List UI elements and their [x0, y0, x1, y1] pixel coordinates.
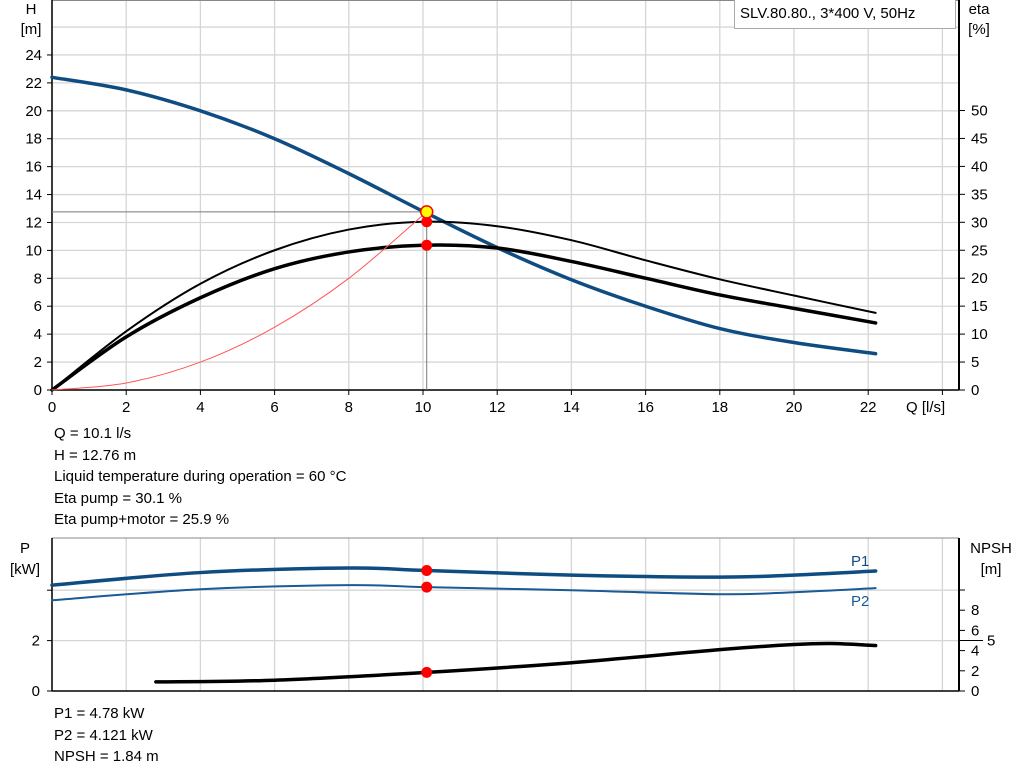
readout-h: H = 12.76 m	[54, 446, 137, 464]
y-left-tick-label: 12	[25, 214, 42, 231]
x-tick-label: 4	[196, 399, 204, 416]
y-left-tick-label: 16	[25, 159, 42, 176]
x-tick-label: 18	[711, 399, 728, 416]
y-right-tick-label: 2	[971, 663, 979, 680]
npsh-point	[421, 666, 433, 678]
power-readout: P1 = 4.78 kW P2 = 4.121 kW NPSH = 1.84 m	[54, 703, 159, 768]
p1-series-label: P1	[851, 553, 869, 570]
y-right-tick-label: 0	[971, 382, 979, 399]
eta-pump-motor-point	[421, 239, 433, 251]
y-right-unit: [%]	[968, 21, 990, 38]
y-right-tick-label: 50	[971, 103, 988, 120]
readout-eta-pump-motor: Eta pump+motor = 25.9 %	[54, 511, 230, 528]
y-right-tick-label: 4	[971, 643, 979, 660]
y-left-tick-label: 22	[25, 75, 42, 92]
y-right-tick-label: 25	[971, 242, 988, 259]
x-tick-label: 16	[637, 399, 654, 416]
head-curve	[50, 75, 878, 356]
y-right-tick-label: 15	[971, 298, 988, 315]
readout-temperature: Liquid temperature during operation = 60…	[54, 468, 347, 485]
operating-point-readout: Q = 10.1 l/s H = 12.76 m Liquid temperat…	[54, 423, 346, 531]
x-tick-label: 10	[415, 399, 432, 416]
x-tick-label: 0	[48, 399, 56, 416]
y-left-tick-label: 18	[25, 131, 42, 148]
y-right-tick-label: 30	[971, 214, 988, 231]
system-curve	[51, 211, 428, 391]
y-right-unit: [m]	[981, 561, 1002, 578]
y-left-tick-label: 2	[32, 633, 40, 650]
y-right-tick-label: 8	[971, 602, 979, 619]
y-left-tick-label: 2	[34, 354, 42, 371]
y-right-tick-label: 6	[971, 622, 979, 639]
p2-point	[421, 581, 433, 593]
y-right-tick-label: 10	[971, 326, 988, 343]
y-right-label: eta	[969, 1, 991, 18]
readout-p1: P1 = 4.78 kW	[54, 705, 145, 722]
x-tick-label: 22	[860, 399, 877, 416]
eta-pump-curve	[51, 220, 877, 391]
legend-box: SLV.80.80., 3*400 V, 50Hz	[734, 0, 956, 29]
x-tick-label: 20	[786, 399, 803, 416]
x-tick-label: 12	[489, 399, 506, 416]
y-left-unit: [kW]	[10, 561, 40, 578]
x-tick-label: 14	[563, 399, 580, 416]
y-left-tick-label: 10	[25, 242, 42, 259]
eta-pump-point	[421, 216, 433, 228]
p1-curve	[50, 566, 878, 587]
y-left-tick-label: 0	[32, 683, 40, 700]
y-right-tick-label: 45	[971, 130, 988, 147]
p1-point	[421, 565, 433, 577]
readout-eta-pump: Eta pump = 30.1 %	[54, 489, 182, 507]
y-left-tick-label: 20	[25, 103, 42, 120]
y-left-tick-label: 14	[25, 187, 42, 204]
y-left-tick-label: 6	[34, 298, 42, 315]
readout-q: Q = 10.1 l/s	[54, 425, 132, 442]
x-tick-label: 6	[270, 399, 278, 416]
p2-curve	[51, 584, 877, 602]
y-left-tick-label: 0	[34, 382, 42, 399]
y-left-tick-label: 24	[25, 47, 42, 64]
y-right-tick-label: 35	[971, 186, 988, 203]
y-right-label: NPSH	[970, 540, 1012, 557]
p2-series-label: P2	[851, 593, 869, 610]
y-left-tick-label: 8	[34, 270, 42, 287]
y-right-tick-label: 20	[971, 270, 988, 287]
y-right-tick-label: 0	[971, 683, 979, 700]
eta-pump-motor-curve	[50, 243, 878, 392]
readout-p2: P2 = 4.121 kW	[54, 726, 153, 744]
y-left-label: H	[26, 1, 37, 18]
operating-point-marker	[419, 205, 434, 219]
readout-npsh: NPSH = 1.84 m	[54, 748, 159, 765]
x-tick-label: 8	[345, 399, 353, 416]
y-left-unit: [m]	[21, 21, 42, 38]
y-right-tick-label: 40	[971, 158, 988, 175]
y-left-tick-label: 4	[34, 326, 42, 343]
y-right-tick-label: 5	[971, 354, 979, 371]
x-axis-label: Q [l/s]	[906, 399, 945, 416]
x-tick-label: 2	[122, 399, 130, 416]
npsh-curve	[154, 641, 878, 684]
y-right-tick-label: 5	[987, 633, 995, 650]
y-left-label: P	[20, 540, 30, 557]
